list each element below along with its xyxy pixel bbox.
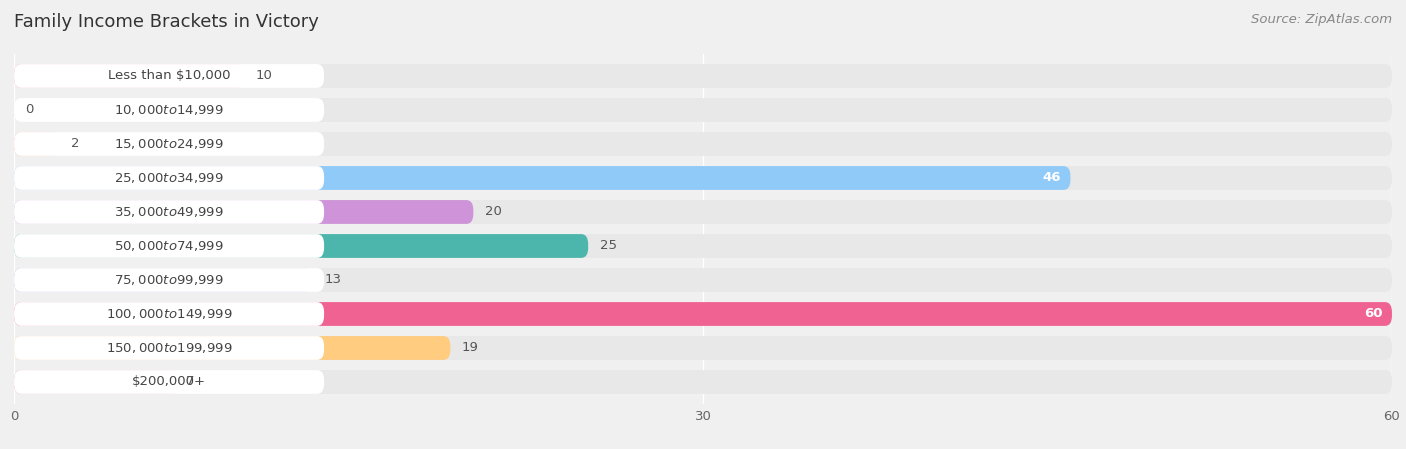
FancyBboxPatch shape bbox=[14, 200, 1392, 224]
FancyBboxPatch shape bbox=[14, 200, 325, 224]
FancyBboxPatch shape bbox=[14, 268, 325, 292]
Text: 10: 10 bbox=[256, 70, 273, 83]
FancyBboxPatch shape bbox=[14, 166, 1070, 190]
Text: $200,000+: $200,000+ bbox=[132, 375, 207, 388]
FancyBboxPatch shape bbox=[14, 234, 588, 258]
FancyBboxPatch shape bbox=[14, 64, 1392, 88]
Text: 46: 46 bbox=[1043, 172, 1062, 185]
FancyBboxPatch shape bbox=[14, 98, 1392, 122]
Text: $100,000 to $149,999: $100,000 to $149,999 bbox=[105, 307, 232, 321]
FancyBboxPatch shape bbox=[14, 200, 474, 224]
FancyBboxPatch shape bbox=[14, 132, 325, 156]
FancyBboxPatch shape bbox=[14, 268, 1392, 292]
FancyBboxPatch shape bbox=[14, 64, 325, 88]
FancyBboxPatch shape bbox=[14, 302, 1392, 326]
FancyBboxPatch shape bbox=[14, 132, 1392, 156]
FancyBboxPatch shape bbox=[14, 336, 450, 360]
FancyBboxPatch shape bbox=[14, 302, 1392, 326]
Text: 13: 13 bbox=[325, 273, 342, 286]
Text: 7: 7 bbox=[186, 375, 195, 388]
Text: $75,000 to $99,999: $75,000 to $99,999 bbox=[114, 273, 224, 287]
Text: $10,000 to $14,999: $10,000 to $14,999 bbox=[114, 103, 224, 117]
FancyBboxPatch shape bbox=[14, 234, 325, 258]
FancyBboxPatch shape bbox=[14, 302, 325, 326]
FancyBboxPatch shape bbox=[14, 166, 1392, 190]
FancyBboxPatch shape bbox=[14, 370, 174, 394]
Text: Source: ZipAtlas.com: Source: ZipAtlas.com bbox=[1251, 13, 1392, 26]
Text: 0: 0 bbox=[25, 103, 34, 116]
FancyBboxPatch shape bbox=[14, 98, 325, 122]
Text: $35,000 to $49,999: $35,000 to $49,999 bbox=[114, 205, 224, 219]
Text: 25: 25 bbox=[599, 239, 617, 252]
Text: $150,000 to $199,999: $150,000 to $199,999 bbox=[105, 341, 232, 355]
Text: 60: 60 bbox=[1364, 308, 1382, 321]
Text: $25,000 to $34,999: $25,000 to $34,999 bbox=[114, 171, 224, 185]
Text: 19: 19 bbox=[463, 342, 479, 355]
FancyBboxPatch shape bbox=[14, 64, 243, 88]
Text: $50,000 to $74,999: $50,000 to $74,999 bbox=[114, 239, 224, 253]
FancyBboxPatch shape bbox=[14, 132, 60, 156]
Text: 20: 20 bbox=[485, 206, 502, 219]
FancyBboxPatch shape bbox=[14, 268, 312, 292]
FancyBboxPatch shape bbox=[14, 234, 1392, 258]
Text: Less than $10,000: Less than $10,000 bbox=[108, 70, 231, 83]
Text: Family Income Brackets in Victory: Family Income Brackets in Victory bbox=[14, 13, 319, 31]
FancyBboxPatch shape bbox=[14, 336, 325, 360]
FancyBboxPatch shape bbox=[14, 370, 1392, 394]
FancyBboxPatch shape bbox=[14, 166, 325, 190]
FancyBboxPatch shape bbox=[14, 370, 325, 394]
Text: $15,000 to $24,999: $15,000 to $24,999 bbox=[114, 137, 224, 151]
FancyBboxPatch shape bbox=[14, 336, 1392, 360]
Text: 2: 2 bbox=[72, 137, 80, 150]
